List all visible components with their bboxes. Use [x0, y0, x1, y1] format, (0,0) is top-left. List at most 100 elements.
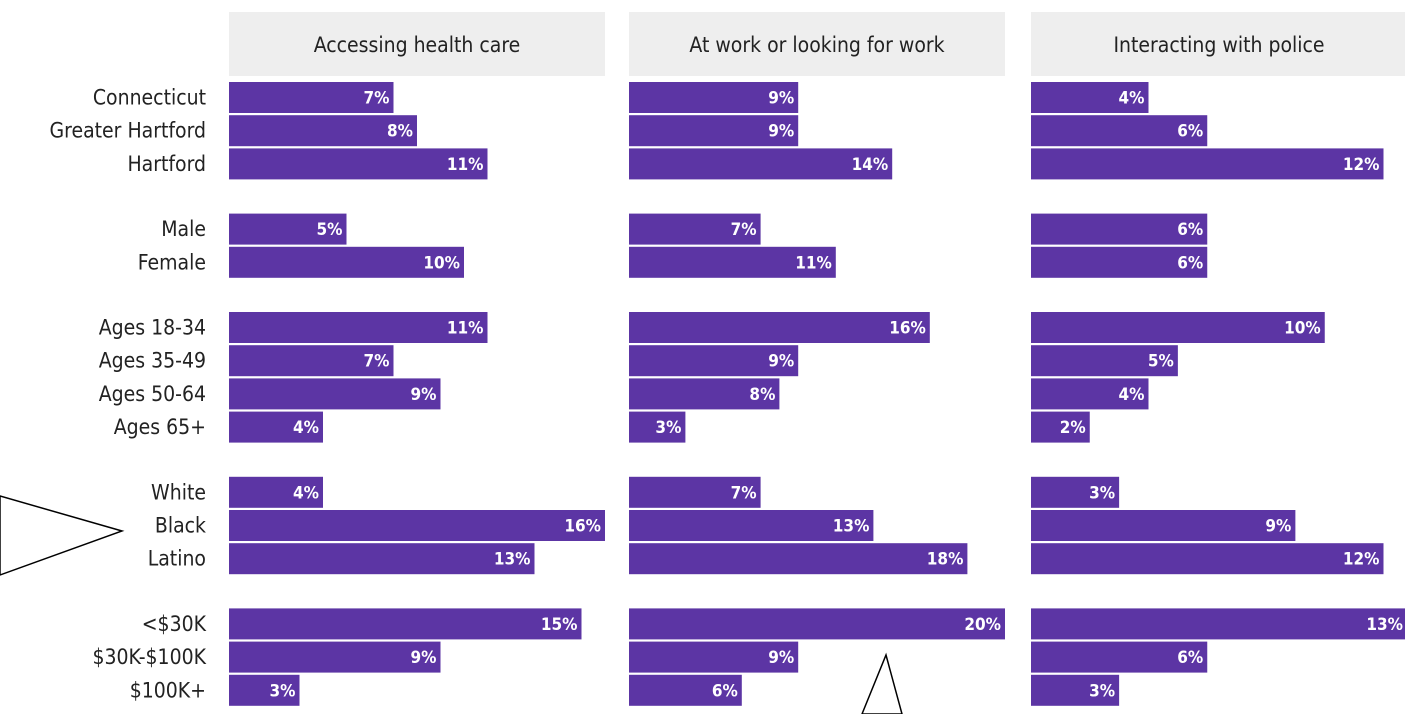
bar-interacting-with-police-100k [1031, 674, 1120, 706]
bar-accessing-health-care-black [229, 510, 605, 541]
category-label-connecticut: Connecticut [93, 86, 206, 110]
bar-at-work-or-looking-for-work-black [629, 510, 874, 541]
category-label-female: Female [138, 250, 206, 274]
value-label-at-work-or-looking-for-work-male: 7% [731, 220, 757, 240]
bar-interacting-with-police-30k [1031, 608, 1405, 640]
value-label-at-work-or-looking-for-work-ages-35-49: 9% [768, 352, 794, 372]
value-label-accessing-health-care-white: 4% [293, 483, 319, 503]
value-label-interacting-with-police-ages-50-64: 4% [1119, 385, 1145, 405]
value-label-accessing-health-care-latino: 13% [494, 550, 531, 570]
bar-at-work-or-looking-for-work-ages-65 [629, 411, 686, 443]
value-label-at-work-or-looking-for-work-latino: 18% [927, 550, 964, 570]
panel-title-accessing-health-care: Accessing health care [314, 33, 521, 57]
value-label-at-work-or-looking-for-work-black: 13% [833, 517, 870, 537]
category-label-male: Male [161, 217, 206, 241]
bar-interacting-with-police-connecticut [1031, 82, 1149, 113]
category-label-latino: Latino [148, 547, 206, 571]
bar-accessing-health-care-ages-35-49 [229, 345, 394, 377]
category-label-white: White [151, 480, 206, 504]
value-label-at-work-or-looking-for-work-greater-hartford: 9% [768, 122, 794, 142]
value-label-interacting-with-police-white: 3% [1089, 483, 1115, 503]
bar-interacting-with-police-30k-100k [1031, 641, 1208, 673]
value-label-accessing-health-care-black: 16% [564, 517, 601, 537]
bar-interacting-with-police-ages-65 [1031, 411, 1090, 443]
value-label-accessing-health-care-ages-18-34: 11% [447, 319, 484, 339]
category-label-ages-50-64: Ages 50-64 [99, 382, 206, 406]
panel-header-interacting-with-police [1031, 12, 1405, 76]
bar-at-work-or-looking-for-work-100k [629, 674, 742, 706]
bar-interacting-with-police-hartford [1031, 148, 1384, 180]
value-label-at-work-or-looking-for-work-30k-100k: 9% [768, 648, 794, 668]
value-label-at-work-or-looking-for-work-hartford: 14% [852, 155, 889, 175]
bar-accessing-health-care-latino [229, 543, 535, 575]
value-label-accessing-health-care-30k-100k: 9% [411, 648, 437, 668]
bar-accessing-health-care-ages-65 [229, 411, 323, 443]
value-label-interacting-with-police-connecticut: 4% [1119, 89, 1145, 109]
value-label-interacting-with-police-hartford: 12% [1343, 155, 1380, 175]
value-label-at-work-or-looking-for-work-ages-50-64: 8% [749, 385, 775, 405]
bar-interacting-with-police-latino [1031, 543, 1384, 575]
value-label-at-work-or-looking-for-work-ages-18-34: 16% [889, 319, 926, 339]
value-label-accessing-health-care-ages-35-49: 7% [364, 352, 390, 372]
bar-interacting-with-police-female [1031, 246, 1208, 278]
category-label-hartford: Hartford [127, 152, 206, 176]
value-label-interacting-with-police-latino: 12% [1343, 550, 1380, 570]
bar-at-work-or-looking-for-work-30k-100k [629, 641, 799, 673]
bar-accessing-health-care-connecticut [229, 82, 394, 113]
value-label-interacting-with-police-ages-35-49: 5% [1148, 352, 1174, 372]
bar-accessing-health-care-100k [229, 674, 300, 706]
bar-accessing-health-care-male [229, 213, 347, 245]
category-label-100k: $100K+ [130, 678, 206, 702]
value-label-at-work-or-looking-for-work-white: 7% [731, 483, 757, 503]
panel-header-accessing-health-care [229, 12, 605, 76]
bar-at-work-or-looking-for-work-connecticut [629, 82, 799, 113]
category-label-ages-35-49: Ages 35-49 [99, 349, 206, 373]
bar-accessing-health-care-30k-100k [229, 641, 441, 673]
value-label-interacting-with-police-100k: 3% [1089, 681, 1115, 701]
category-label-ages-18-34: Ages 18-34 [99, 316, 206, 340]
bar-at-work-or-looking-for-work-ages-35-49 [629, 345, 799, 377]
bar-interacting-with-police-male [1031, 213, 1208, 245]
category-label-black: Black [155, 514, 206, 538]
panel-header-at-work-or-looking-for-work [629, 12, 1005, 76]
bars: 7% 8% 11% 5% 10% 11% 7% 9% 4% 4% 16% 13% 15% 9% 3% 9% 9%… [229, 82, 1405, 706]
category-label-30k-100k: $30K-$100K [92, 645, 206, 669]
value-label-at-work-or-looking-for-work-100k: 6% [712, 681, 738, 701]
value-label-interacting-with-police-30k-100k: 6% [1177, 648, 1203, 668]
value-label-interacting-with-police-greater-hartford: 6% [1177, 122, 1203, 142]
value-label-accessing-health-care-ages-65: 4% [293, 418, 319, 438]
bar-interacting-with-police-ages-50-64 [1031, 378, 1149, 410]
value-label-accessing-health-care-female: 10% [423, 253, 460, 273]
category-labels: Connecticut Greater Hartford Hartford Male F… [50, 86, 207, 703]
value-label-accessing-health-care-hartford: 11% [447, 155, 484, 175]
bar-accessing-health-care-ages-50-64 [229, 378, 441, 410]
value-label-interacting-with-police-male: 6% [1177, 220, 1203, 240]
value-label-at-work-or-looking-for-work-ages-65: 3% [655, 418, 681, 438]
bar-interacting-with-police-ages-18-34 [1031, 312, 1325, 343]
bar-at-work-or-looking-for-work-hartford [629, 148, 893, 180]
bar-accessing-health-care-hartford [229, 148, 488, 180]
bar-at-work-or-looking-for-work-ages-50-64 [629, 378, 780, 410]
panel-title-at-work-or-looking-for-work: At work or looking for work [689, 33, 944, 57]
category-label-ages-65: Ages 65+ [114, 415, 206, 439]
bar-accessing-health-care-female [229, 246, 464, 278]
value-label-accessing-health-care-greater-hartford: 8% [387, 122, 413, 142]
bar-at-work-or-looking-for-work-latino [629, 543, 968, 575]
bar-interacting-with-police-ages-35-49 [1031, 345, 1178, 377]
bar-at-work-or-looking-for-work-ages-18-34 [629, 312, 930, 343]
bar-accessing-health-care-30k [229, 608, 582, 640]
bar-at-work-or-looking-for-work-30k [629, 608, 1005, 640]
value-label-accessing-health-care-connecticut: 7% [364, 89, 390, 109]
callouts [0, 495, 903, 714]
bar-accessing-health-care-ages-18-34 [229, 312, 488, 343]
value-label-interacting-with-police-female: 6% [1177, 253, 1203, 273]
bar-interacting-with-police-black [1031, 510, 1296, 541]
bar-accessing-health-care-greater-hartford [229, 115, 417, 147]
value-label-at-work-or-looking-for-work-connecticut: 9% [768, 89, 794, 109]
bar-at-work-or-looking-for-work-white [629, 476, 761, 508]
bar-accessing-health-care-white [229, 476, 323, 508]
value-label-accessing-health-care-ages-50-64: 9% [411, 385, 437, 405]
panel-headers: Accessing health care At work or looking … [229, 12, 1405, 76]
bar-interacting-with-police-greater-hartford [1031, 115, 1208, 147]
